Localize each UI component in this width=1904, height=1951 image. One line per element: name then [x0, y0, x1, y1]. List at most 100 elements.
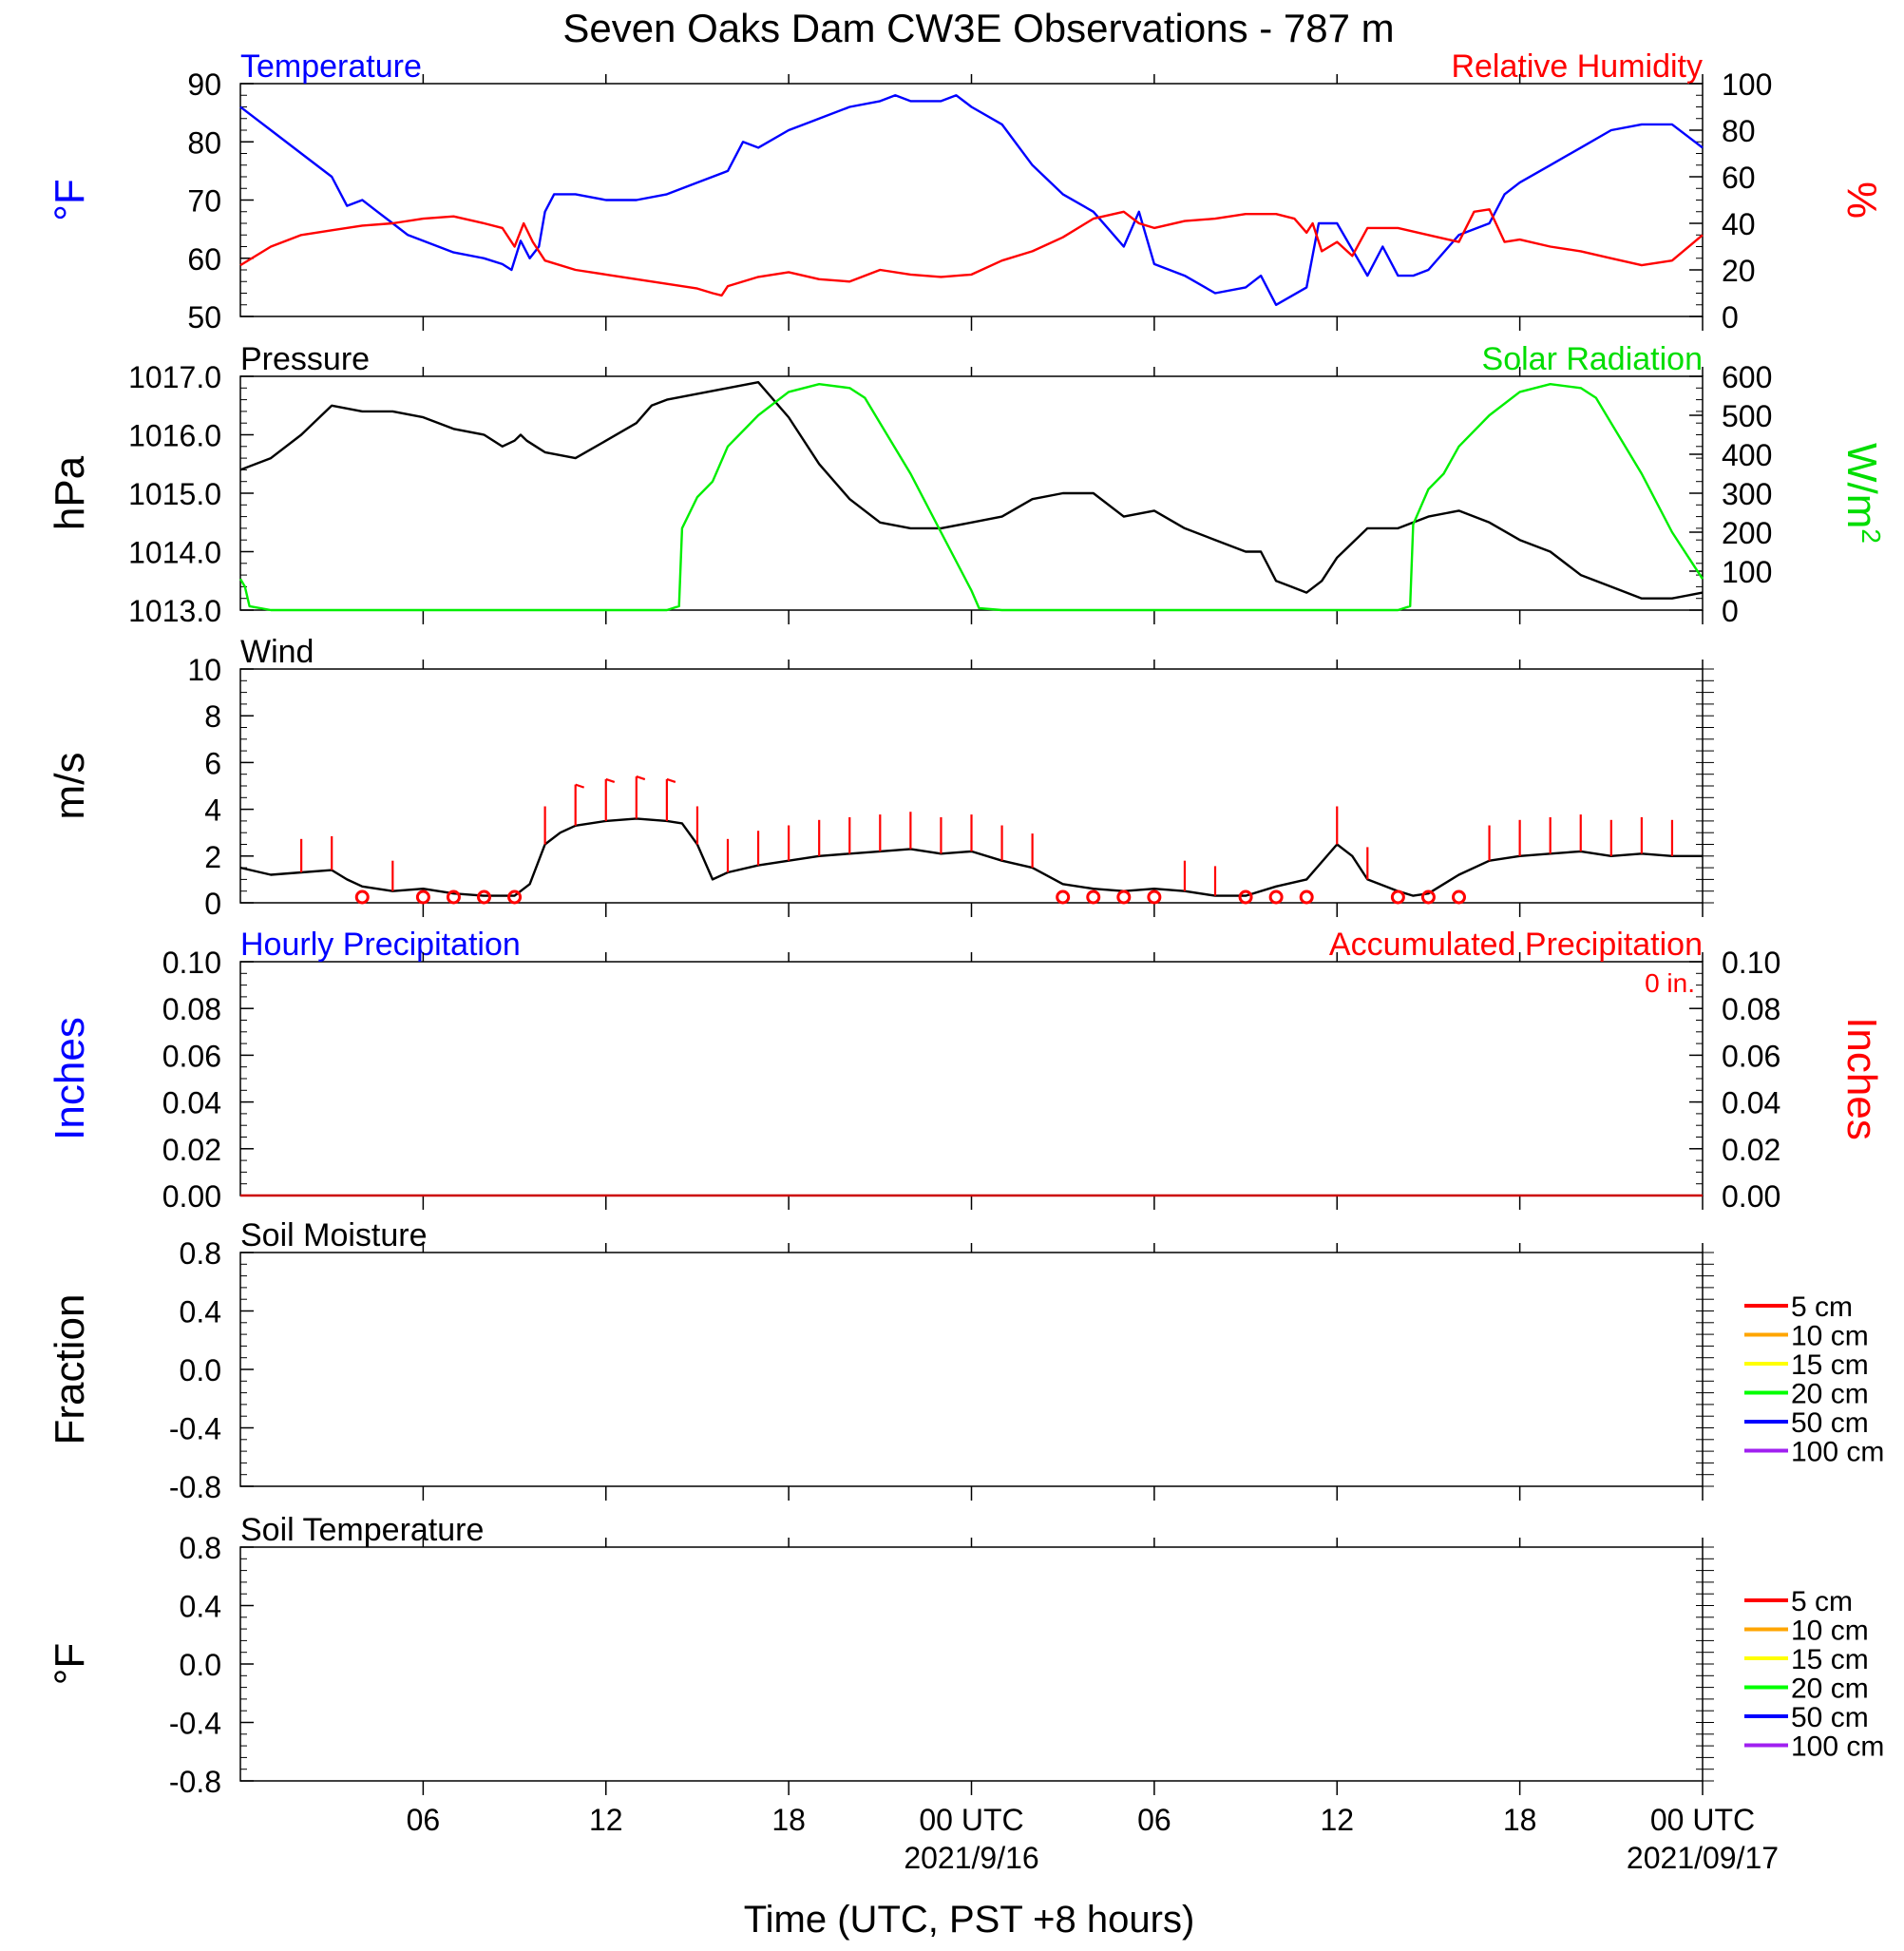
- calm-wind-marker: [1056, 889, 1071, 905]
- calm-wind-marker: [477, 889, 491, 905]
- legend-label: 100 cm: [1791, 1731, 1884, 1763]
- y-tick-label: 0.4: [180, 1295, 221, 1329]
- calm-wind-marker: [1147, 889, 1162, 905]
- panel-frame: [239, 1546, 1704, 1782]
- y2-tick-label: 300: [1722, 477, 1772, 511]
- y-tick-label: 0.4: [180, 1590, 221, 1624]
- wind-barb-flag: [666, 777, 676, 783]
- legend-label: 100 cm: [1791, 1437, 1884, 1468]
- y-tick-label: 2: [204, 840, 221, 874]
- panel-wind: Wind 10 8 6 4 2 0 m/s: [47, 634, 1714, 921]
- legend-label: 50 cm: [1791, 1407, 1869, 1439]
- calm-wind-marker: [1268, 889, 1284, 905]
- y2-tick-label: 40: [1722, 207, 1756, 241]
- y-tick-label: 1015.0: [128, 477, 221, 511]
- y-tick-label: 0.0: [180, 1353, 221, 1387]
- main-title: Seven Oaks Dam CW3E Observations - 787 m: [562, 6, 1394, 50]
- y2-tick-label: 100: [1722, 555, 1772, 589]
- panel-title-left: Pressure: [240, 341, 370, 377]
- y-tick-label: 70: [187, 184, 221, 219]
- panel-temperature: Temperature Relative Humidity 90 80 70 60 50 10…: [47, 48, 1885, 335]
- y2-tick-label: 0: [1722, 300, 1739, 335]
- x-tick-label: 06: [407, 1803, 441, 1837]
- x-tick-label: 12: [589, 1803, 623, 1837]
- y-tick-label: 0.08: [162, 992, 221, 1026]
- y-tick-label: 1017.0: [128, 360, 221, 394]
- calm-wind-marker: [1299, 889, 1314, 905]
- panel-frame: [239, 1252, 1704, 1487]
- x-tick-label: 06: [1137, 1803, 1171, 1837]
- precip-total-annotation: 0 in.: [1645, 968, 1695, 998]
- y2-tick-label: 0.00: [1722, 1179, 1780, 1214]
- y2-tick-label: 400: [1722, 438, 1772, 472]
- series-line-humidity: [239, 208, 1704, 297]
- y-axis-label-right: Inches: [1838, 1017, 1885, 1140]
- panel-title-left: Wind: [240, 634, 314, 670]
- panel-title-left: Temperature: [240, 48, 422, 85]
- y-tick-label: 90: [187, 67, 221, 102]
- y-tick-label: -0.4: [169, 1707, 221, 1741]
- y-tick-label: -0.4: [169, 1412, 221, 1446]
- panel-frame: [239, 83, 1704, 317]
- y2-tick-label: 60: [1722, 161, 1756, 195]
- calm-wind-marker: [415, 889, 430, 905]
- panel-frame: [239, 961, 1704, 1196]
- calm-wind-marker: [1390, 889, 1405, 905]
- y2-tick-label: 600: [1722, 360, 1772, 394]
- y-tick-label: 0.00: [162, 1179, 221, 1214]
- x-tick-label: 00 UTC: [919, 1803, 1023, 1837]
- legend-label: 15 cm: [1791, 1644, 1869, 1675]
- y-axis-label-left: Fraction: [47, 1294, 93, 1445]
- x-date-label: 2021/9/16: [904, 1841, 1038, 1875]
- calm-wind-marker: [354, 889, 370, 905]
- y-tick-label: 0.06: [162, 1039, 221, 1073]
- y-tick-label: 80: [187, 125, 221, 160]
- y-tick-label: 10: [187, 653, 221, 687]
- y2-tick-label: 0.04: [1722, 1086, 1780, 1120]
- legend-label: 20 cm: [1791, 1379, 1869, 1410]
- y-tick-label: -0.8: [169, 1765, 221, 1799]
- y-tick-label: 0.0: [180, 1648, 221, 1682]
- panel-title-right: Accumulated Precipitation: [1329, 927, 1703, 963]
- y-tick-label: 60: [187, 242, 221, 277]
- legend-label: 5 cm: [1791, 1291, 1853, 1323]
- panel-title-right: Solar Radiation: [1482, 341, 1703, 377]
- series-line-solar: [238, 383, 1704, 612]
- y2-tick-label: 0.08: [1722, 992, 1780, 1026]
- calm-wind-marker: [507, 889, 523, 905]
- x-axis-label: Time (UTC, PST +8 hours): [744, 1899, 1195, 1941]
- legend-label: 5 cm: [1791, 1586, 1853, 1617]
- y-tick-label: 0.10: [162, 946, 221, 980]
- x-date-label: 2021/09/17: [1627, 1841, 1779, 1875]
- wind-barb-flag: [575, 783, 585, 789]
- y-tick-label: 0.04: [162, 1086, 221, 1120]
- y2-tick-label: 80: [1722, 114, 1756, 148]
- y2-tick-label: 20: [1722, 254, 1756, 288]
- panel-soil-moisture: Soil Moisture 0.8 0.4 0.0 -0.4 -0.8 Fraction 5 …: [47, 1217, 1884, 1504]
- y2-tick-label: 100: [1722, 67, 1772, 102]
- series-line-pressure: [239, 381, 1704, 600]
- y-tick-label: 0.02: [162, 1133, 221, 1167]
- y-tick-label: 4: [204, 794, 221, 828]
- y-tick-label: 0: [204, 887, 221, 921]
- series-line-temperature: [239, 94, 1704, 306]
- y2-tick-label: 0.10: [1722, 946, 1780, 980]
- y-axis-label-left: hPa: [47, 455, 93, 530]
- y-axis-label-superscript: 2: [1857, 528, 1887, 544]
- y2-tick-label: 0.06: [1722, 1039, 1780, 1073]
- y-tick-label: 50: [187, 300, 221, 335]
- panel-frame: [239, 668, 1704, 904]
- panel-title-left: Soil Moisture: [240, 1217, 428, 1253]
- y2-tick-label: 500: [1722, 399, 1772, 433]
- y-tick-label: 8: [204, 699, 221, 734]
- x-tick-label: 00 UTC: [1650, 1803, 1755, 1837]
- panel-title-left: Soil Temperature: [240, 1512, 484, 1548]
- panel-title-left: Hourly Precipitation: [240, 927, 521, 963]
- y-tick-label: 0.8: [180, 1236, 221, 1271]
- legend-label: 50 cm: [1791, 1702, 1869, 1733]
- y-axis-label-left: °F: [47, 1643, 93, 1685]
- y-axis-label-left: Inches: [47, 1017, 93, 1140]
- x-tick-label: 12: [1320, 1803, 1354, 1837]
